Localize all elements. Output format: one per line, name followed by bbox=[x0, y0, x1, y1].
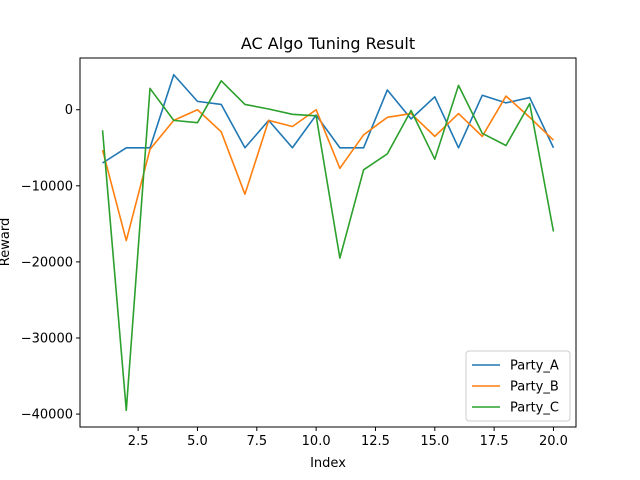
x-tick-label: 7.5 bbox=[246, 434, 267, 449]
x-tick-label: 10.0 bbox=[302, 434, 331, 449]
x-tick-label: 2.5 bbox=[128, 434, 149, 449]
y-tick-label: 0 bbox=[65, 103, 73, 118]
y-tick-label: −30000 bbox=[21, 331, 73, 346]
y-tick-label: −40000 bbox=[21, 408, 73, 423]
chart-title: AC Algo Tuning Result bbox=[241, 34, 415, 53]
x-tick-label: 12.5 bbox=[361, 434, 390, 449]
series-lines bbox=[101, 73, 555, 412]
x-tick-label: 5.0 bbox=[187, 434, 208, 449]
series-line-party-b bbox=[101, 95, 555, 242]
x-tick-label: 15.0 bbox=[420, 434, 449, 449]
legend-label: Party_A bbox=[510, 359, 559, 374]
legend-box bbox=[465, 350, 571, 422]
plot-area bbox=[79, 57, 577, 428]
x-tick-label: 17.5 bbox=[480, 434, 509, 449]
legend-label: Party_B bbox=[510, 380, 559, 395]
y-tick-label: −20000 bbox=[21, 255, 73, 270]
x-axis-label: Index bbox=[310, 456, 346, 471]
x-tick-label: 20.0 bbox=[539, 434, 568, 449]
y-axis-label: Reward bbox=[0, 218, 13, 266]
y-tick-label: −10000 bbox=[21, 179, 73, 194]
x-axis-ticks: 2.5 5.0 7.5 10.0 12.5 15.0 17.5 20.0 bbox=[128, 427, 568, 449]
legend: Party_A Party_B Party_C bbox=[465, 350, 571, 422]
legend-label: Party_C bbox=[510, 401, 559, 416]
y-axis-ticks: 0 −10000 −20000 −30000 −40000 bbox=[21, 103, 80, 423]
axes-frame bbox=[79, 57, 577, 428]
series-line-party-c bbox=[101, 80, 555, 412]
series-line-party-a bbox=[102, 73, 555, 164]
